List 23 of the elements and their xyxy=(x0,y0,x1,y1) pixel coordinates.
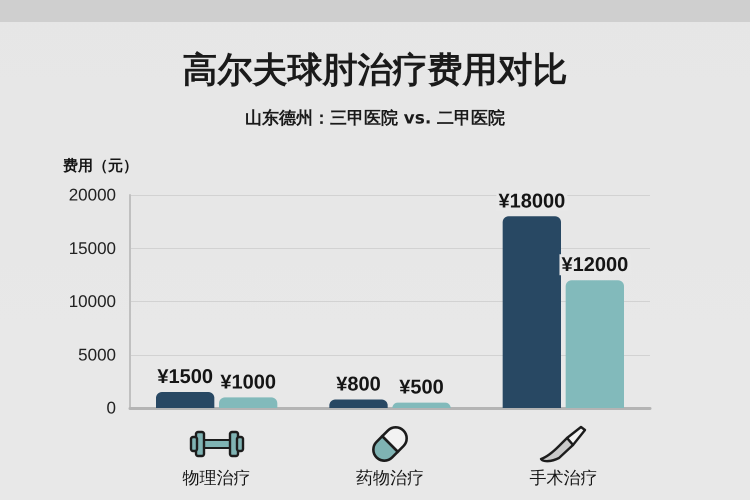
data-label: ¥12000 xyxy=(561,254,628,276)
data-label: ¥1000 xyxy=(220,371,276,394)
bar xyxy=(219,397,278,408)
y-axis-title: 费用（元） xyxy=(62,156,138,174)
data-label: ¥500 xyxy=(399,376,444,399)
y-tick-label: 10000 xyxy=(68,292,116,311)
y-tick-label: 15000 xyxy=(68,238,116,258)
x-tick-label: 手术治疗 xyxy=(529,468,598,488)
chart-subtitle: 山东德州：三甲医院 vs. 二甲医院 xyxy=(244,108,506,128)
data-label: ¥18000 xyxy=(498,190,566,212)
bar xyxy=(329,399,388,408)
data-label: ¥800 xyxy=(336,373,381,396)
data-label: ¥1500 xyxy=(157,366,213,388)
chart-title: 高尔夫球肘治疗费用对比 xyxy=(182,50,568,90)
bar xyxy=(156,392,214,408)
bar xyxy=(566,280,624,408)
x-tick-label: 药物治疗 xyxy=(356,468,424,488)
x-tick-label: 物理治疗 xyxy=(182,468,251,488)
bar xyxy=(392,402,451,408)
y-tick-label: 5000 xyxy=(78,345,116,364)
y-tick-label: 20000 xyxy=(68,186,116,204)
y-tick-label: 0 xyxy=(106,398,116,418)
bar xyxy=(502,216,561,408)
